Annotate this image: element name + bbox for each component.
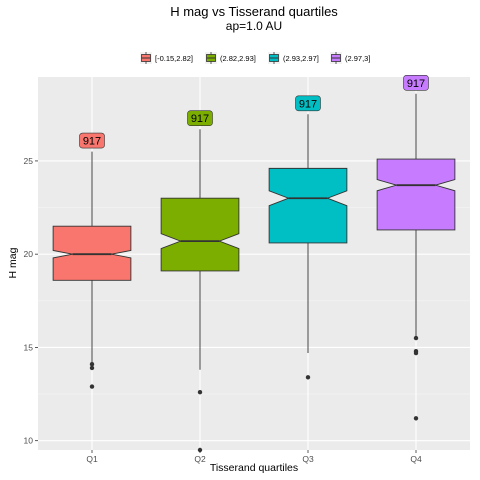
count-label: 917 <box>407 78 425 90</box>
x-tick-label: Q2 <box>194 454 206 464</box>
x-tick-label: Q4 <box>410 454 422 464</box>
y-tick-label: 10 <box>24 436 34 446</box>
legend-item: (2.97,3] <box>330 52 370 64</box>
x-axis: Q1 Q2 Q3 Q4 <box>86 450 422 464</box>
box-body <box>268 167 348 244</box>
count-label: 917 <box>191 113 209 125</box>
count-label-box <box>295 95 321 112</box>
legend-item: (2.93,2.97] <box>268 52 319 64</box>
box-q2: 917 <box>160 110 240 453</box>
outlier-point <box>89 384 95 389</box>
box-body <box>52 225 132 281</box>
outlier-point <box>413 335 419 341</box>
chart-subtitle: ap=1.0 AU <box>226 19 282 33</box>
outlier-point <box>197 389 203 395</box>
legend-label: (2.93,2.97] <box>283 54 319 63</box>
legend-item: (2.82,2.93] <box>205 52 256 64</box>
box-body <box>160 197 240 272</box>
x-tick-label: Q1 <box>86 454 98 464</box>
count-label: 917 <box>299 98 317 110</box>
count-label-box <box>403 74 429 91</box>
boxes-layer: 917 917 917 917 <box>52 74 456 453</box>
legend-label: [-0.15,2.82] <box>155 54 193 63</box>
chart-title: H mag vs Tisserand quartiles <box>170 4 338 19</box>
count-label-box <box>187 110 213 127</box>
legend-label: (2.97,3] <box>345 54 370 63</box>
y-axis-title: H mag <box>7 247 19 278</box>
y-tick-label: 20 <box>24 249 34 259</box>
x-tick-label: Q3 <box>302 454 314 464</box>
box-q3: 917 <box>268 95 348 380</box>
outlier-point <box>89 362 95 367</box>
y-tick-label: 15 <box>24 342 34 352</box>
legend-item: [-0.15,2.82] <box>140 52 193 64</box>
legend: [-0.15,2.82] (2.82,2.93] (2.93,2.97] (2.97,… <box>140 52 370 64</box>
outlier-point <box>305 375 311 380</box>
y-axis: 10 15 20 25 <box>24 156 38 446</box>
count-label: 917 <box>83 136 101 148</box>
box-body <box>376 158 456 231</box>
outlier-point <box>413 350 419 356</box>
count-label-box <box>79 132 105 149</box>
legend-label: (2.82,2.93] <box>220 54 256 63</box>
box-q4: 917 <box>376 74 456 421</box>
y-tick-label: 25 <box>24 156 34 166</box>
outlier-point <box>89 365 95 371</box>
outlier-point <box>413 416 419 421</box>
x-axis-title: Tisserand quartiles <box>210 462 298 474</box>
box-q1: 917 <box>52 132 132 389</box>
